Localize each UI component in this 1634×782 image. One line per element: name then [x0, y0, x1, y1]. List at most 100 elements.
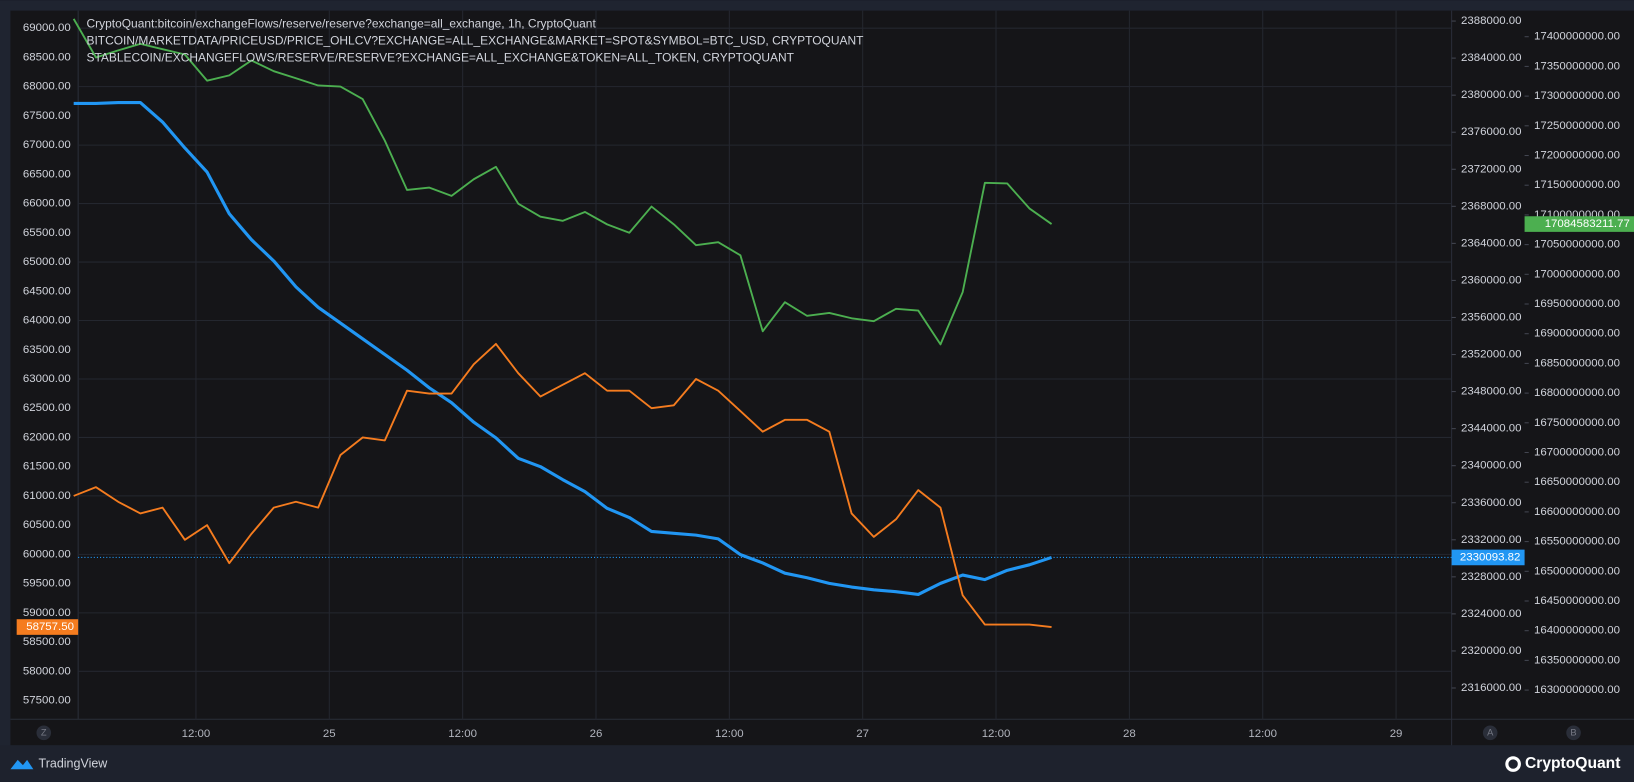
footer-bar: [0, 745, 1634, 782]
last-value-box: [1524, 216, 1634, 232]
last-value-box: [16, 619, 79, 635]
y3-tick-label: 17400000000.00: [1534, 31, 1620, 43]
x-tick-label: 29: [1390, 728, 1403, 740]
x-tick-label: 12:00: [715, 728, 744, 740]
y2-tick-label: 2356000.00: [1461, 312, 1522, 324]
y3-tick-label: 17250000000.00: [1534, 120, 1620, 132]
series-line: [72, 18, 1053, 346]
last-value-box: [1451, 549, 1525, 566]
last-value-label: 2330093.82: [1460, 551, 1521, 563]
y3-tick-label: 17050000000.00: [1534, 239, 1620, 251]
y2-tick-label: 2364000.00: [1461, 237, 1522, 249]
tradingview-logo: [10, 759, 34, 770]
y3-tick-label: 16800000000.00: [1534, 387, 1620, 399]
y3-tick-label: 16850000000.00: [1534, 357, 1620, 369]
last-value-label: 17084583211.77: [1545, 218, 1630, 230]
y2-tick-label: 2376000.00: [1461, 126, 1522, 138]
button-label[interactable]: A: [1487, 727, 1494, 737]
y2-tick-label: 2340000.00: [1461, 460, 1522, 472]
y-tick-label: 67000.00: [23, 139, 71, 151]
axis-button-z[interactable]: Z: [36, 725, 52, 741]
y2-tick-label: 2384000.00: [1461, 52, 1522, 64]
y3-tick-label: 16900000000.00: [1534, 328, 1620, 340]
y-tick-label: 63000.00: [23, 373, 71, 385]
button-circle[interactable]: [1482, 725, 1498, 741]
y3-tick-label: 16400000000.00: [1534, 625, 1620, 637]
y3-tick-label: 17350000000.00: [1534, 60, 1620, 72]
y2-tick-label: 2352000.00: [1461, 349, 1522, 361]
button-label[interactable]: B: [1570, 727, 1576, 737]
y-tick-label: 66500.00: [23, 168, 71, 180]
series-line: [73, 342, 1052, 628]
y-tick-label: 65500.00: [23, 227, 71, 239]
y-tick-label: 60000.00: [23, 548, 71, 560]
y-tick-label: 59000.00: [23, 607, 71, 619]
plot: [72, 18, 1452, 628]
y3-tick-label: 16300000000.00: [1534, 684, 1620, 696]
x-tick-label: 28: [1123, 728, 1136, 740]
y3-tick-label: 16600000000.00: [1534, 506, 1620, 518]
y2-tick-label: 2360000.00: [1461, 274, 1522, 286]
y-tick-label: 69000.00: [23, 22, 71, 34]
y-tick-label: 67500.00: [23, 110, 71, 122]
button-circle[interactable]: [1566, 725, 1581, 741]
y3-tick-label: 16500000000.00: [1534, 565, 1620, 577]
x-tick-label: 25: [323, 728, 336, 740]
y2-tick-label: 2388000.00: [1461, 15, 1522, 27]
y3-tick-label: 16750000000.00: [1534, 417, 1620, 429]
y-tick-label: 60500.00: [23, 519, 71, 531]
y-tick-label: 62000.00: [23, 431, 71, 443]
y2-tick-label: 2320000.00: [1461, 645, 1522, 657]
y2-tick-label: 2332000.00: [1461, 534, 1522, 546]
legend-entry: STABLECOIN/EXCHANGEFLOWS/RESERVE/RESERVE…: [86, 51, 794, 65]
y-tick-label: 58000.00: [23, 665, 71, 677]
y2-tick-label: 2328000.00: [1461, 571, 1522, 583]
y2-tick-label: 2368000.00: [1461, 200, 1522, 212]
y-tick-label: 58500.00: [23, 636, 71, 648]
y-tick-label: 64500.00: [23, 285, 71, 297]
axis-button-a[interactable]: A: [1482, 725, 1498, 741]
y3-tick-label: 17200000000.00: [1534, 150, 1620, 162]
y2-tick-label: 2336000.00: [1461, 497, 1522, 509]
y2-tick-label: 2344000.00: [1461, 423, 1522, 435]
y3-tick-label: 16350000000.00: [1534, 654, 1620, 666]
grid: [78, 10, 1452, 720]
brand-cryptoquant: CryptoQuant: [1525, 755, 1621, 772]
x-tick-label: 12:00: [182, 728, 211, 740]
y3-tick-label: 16950000000.00: [1534, 298, 1620, 310]
y2-tick-label: 2372000.00: [1461, 163, 1522, 175]
y2-tick-label: 2316000.00: [1461, 682, 1522, 694]
y-tick-label: 57500.00: [23, 695, 71, 707]
y-tick-label: 61500.00: [23, 461, 71, 473]
y2-tick-label: 2380000.00: [1461, 89, 1522, 101]
y3-tick-label: 17150000000.00: [1534, 179, 1620, 191]
legend-entry: BITCOIN/MARKETDATA/PRICEUSD/PRICE_OHLCV?…: [86, 34, 864, 48]
y-tick-label: 68000.00: [23, 81, 71, 93]
y-tick-label: 63500.00: [23, 344, 71, 356]
cryptoquant-logo: [1505, 756, 1521, 772]
x-tick-label: 12:00: [448, 728, 477, 740]
x-tick-label: 26: [590, 728, 603, 740]
y3-tick-label: 16550000000.00: [1534, 536, 1620, 548]
x-tick-label: 12:00: [1248, 728, 1277, 740]
y2-tick-label: 2348000.00: [1461, 386, 1522, 398]
axes: 12:00 25 12:00 26 12:00 27 12:00 28 12:00 29 57500…: [16, 15, 1634, 740]
y-tick-label: 62500.00: [23, 402, 71, 414]
x-tick-label: 27: [856, 728, 869, 740]
y-tick-label: 68500.00: [23, 51, 71, 63]
y-tick-label: 65000.00: [23, 256, 71, 268]
axis-button-b[interactable]: B: [1566, 725, 1581, 741]
y2-tick-label: 2324000.00: [1461, 608, 1522, 620]
series-line: [73, 100, 1053, 596]
y3-tick-label: 17000000000.00: [1534, 268, 1620, 280]
brand-tradingview: TradingView: [39, 756, 109, 770]
y-tick-label: 66000.00: [23, 198, 71, 210]
y-tick-label: 59500.00: [23, 578, 71, 590]
legend: CryptoQuant:bitcoin/exchangeFlows/reserv…: [86, 16, 864, 64]
button-circle[interactable]: [36, 725, 52, 741]
button-label[interactable]: Z: [41, 727, 47, 737]
last-value-label: 58757.50: [26, 621, 74, 633]
y3-tick-label: 17300000000.00: [1534, 90, 1620, 102]
